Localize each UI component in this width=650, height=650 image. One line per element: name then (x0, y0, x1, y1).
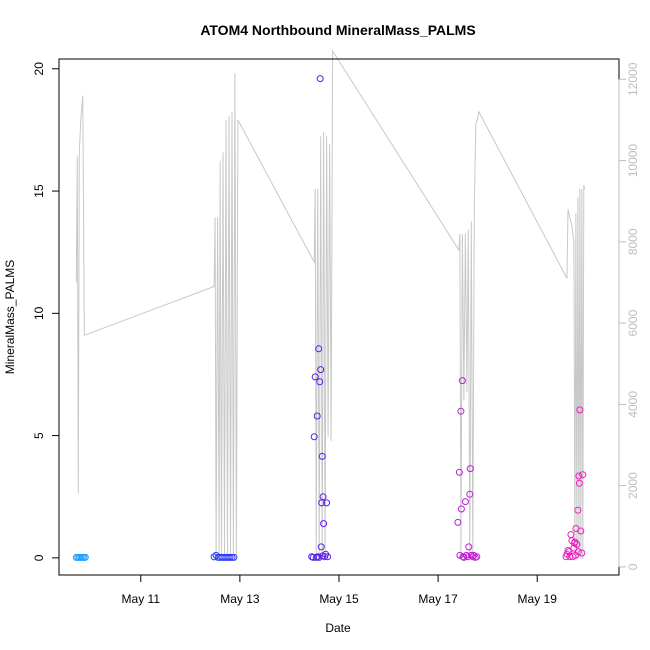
data-point (565, 548, 573, 556)
y2-tick-label: 8000 (626, 228, 640, 255)
data-point (316, 378, 324, 386)
data-point (228, 553, 236, 561)
data-point (317, 543, 325, 551)
data-point (310, 433, 318, 441)
data-point (578, 549, 586, 557)
series-line-layer (75, 49, 586, 559)
data-point (311, 373, 319, 381)
data-point (81, 553, 89, 561)
x-tick-label: May 11 (122, 592, 161, 606)
data-point (319, 493, 327, 501)
y2-axis: 0 2000 4000 6000 8000 10000 12000 (618, 62, 640, 570)
y2-tick-label: 12000 (626, 62, 640, 96)
data-point (226, 553, 234, 561)
data-point (573, 540, 581, 548)
data-point (315, 345, 323, 353)
y2-tick-label: 4000 (626, 391, 640, 418)
data-point (457, 407, 465, 415)
data-point (575, 479, 583, 487)
x-tick-label: May 17 (418, 592, 458, 606)
data-point (465, 543, 473, 551)
data-point (574, 506, 582, 514)
x-axis-label: Date (325, 621, 351, 635)
data-point (317, 366, 325, 374)
data-point (473, 553, 481, 561)
chart-title: ATOM4 Northbound MineralMass_PALMS (200, 22, 475, 38)
data-point (212, 551, 220, 559)
y2-tick-label: 2000 (626, 472, 640, 499)
x-tick-label: May 19 (518, 592, 558, 606)
data-point (455, 468, 463, 476)
data-point (461, 498, 469, 506)
y-tick-label: 5 (32, 432, 46, 439)
data-point (567, 531, 575, 539)
data-point (574, 548, 582, 556)
y-axis-label: MineralMass_PALMS (3, 260, 17, 374)
y-tick-label: 15 (32, 184, 46, 198)
data-point (454, 518, 462, 526)
data-point (576, 406, 584, 414)
data-point (577, 527, 585, 535)
data-point (230, 553, 238, 561)
data-point (466, 465, 474, 473)
y-tick-label: 0 (32, 554, 46, 561)
data-point (575, 472, 583, 480)
data-point (316, 75, 324, 83)
data-point (313, 412, 321, 420)
data-point (462, 551, 470, 559)
y-tick-label: 20 (32, 62, 46, 76)
data-point (466, 490, 474, 498)
y-axis: 0 5 10 15 20 (32, 62, 59, 561)
y2-tick-label: 10000 (626, 144, 640, 178)
data-point (323, 499, 331, 507)
y2-tick-label: 0 (626, 563, 640, 570)
y-tick-label: 10 (32, 306, 46, 320)
data-point (315, 553, 323, 561)
x-tick-label: May 15 (319, 592, 359, 606)
data-point (458, 377, 466, 385)
y2-tick-label: 6000 (626, 309, 640, 336)
x-axis: May 11 May 13 May 15 May 17 May 19 (122, 575, 558, 606)
data-point (579, 471, 587, 479)
data-point (320, 520, 328, 528)
data-point (564, 547, 572, 554)
data-point (459, 553, 467, 561)
series-line (75, 49, 586, 559)
data-point (457, 505, 465, 513)
series-points-layer (72, 75, 587, 561)
data-point (318, 452, 326, 460)
plot-frame (58, 58, 620, 576)
x-tick-label: May 13 (220, 592, 260, 606)
data-point (324, 553, 332, 561)
